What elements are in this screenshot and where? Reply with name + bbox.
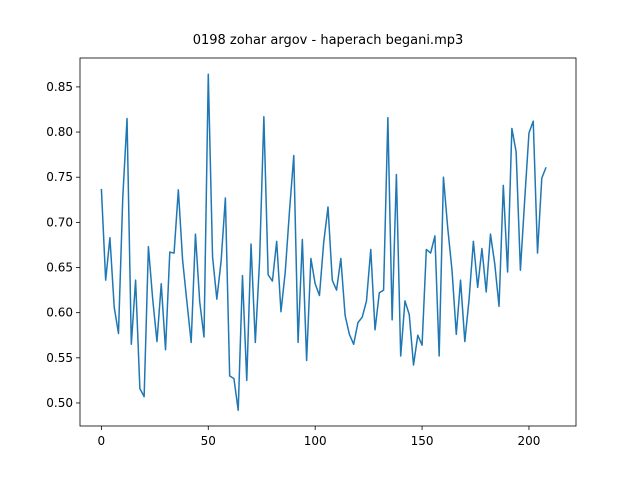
chart-title: 0198 zohar argov - haperach begani.mp3	[193, 33, 464, 48]
y-tick-label: 0.85	[46, 80, 73, 94]
y-tick-label: 0.70	[46, 215, 73, 229]
x-tick-label: 200	[518, 434, 541, 448]
x-tick-label: 50	[201, 434, 216, 448]
y-tick-label: 0.75	[46, 170, 73, 184]
x-tick-label: 150	[411, 434, 434, 448]
y-tick-label: 0.50	[46, 396, 73, 410]
line	[100, 73, 547, 411]
y-tick-label: 0.60	[46, 306, 73, 320]
y-tick-label: 0.55	[46, 351, 73, 365]
axes-frame	[79, 57, 577, 427]
x-tick-label: 0	[98, 434, 106, 448]
x-tick-label: 100	[304, 434, 327, 448]
y-tick-label: 0.65	[46, 261, 73, 275]
y-tick-label: 0.80	[46, 125, 73, 139]
